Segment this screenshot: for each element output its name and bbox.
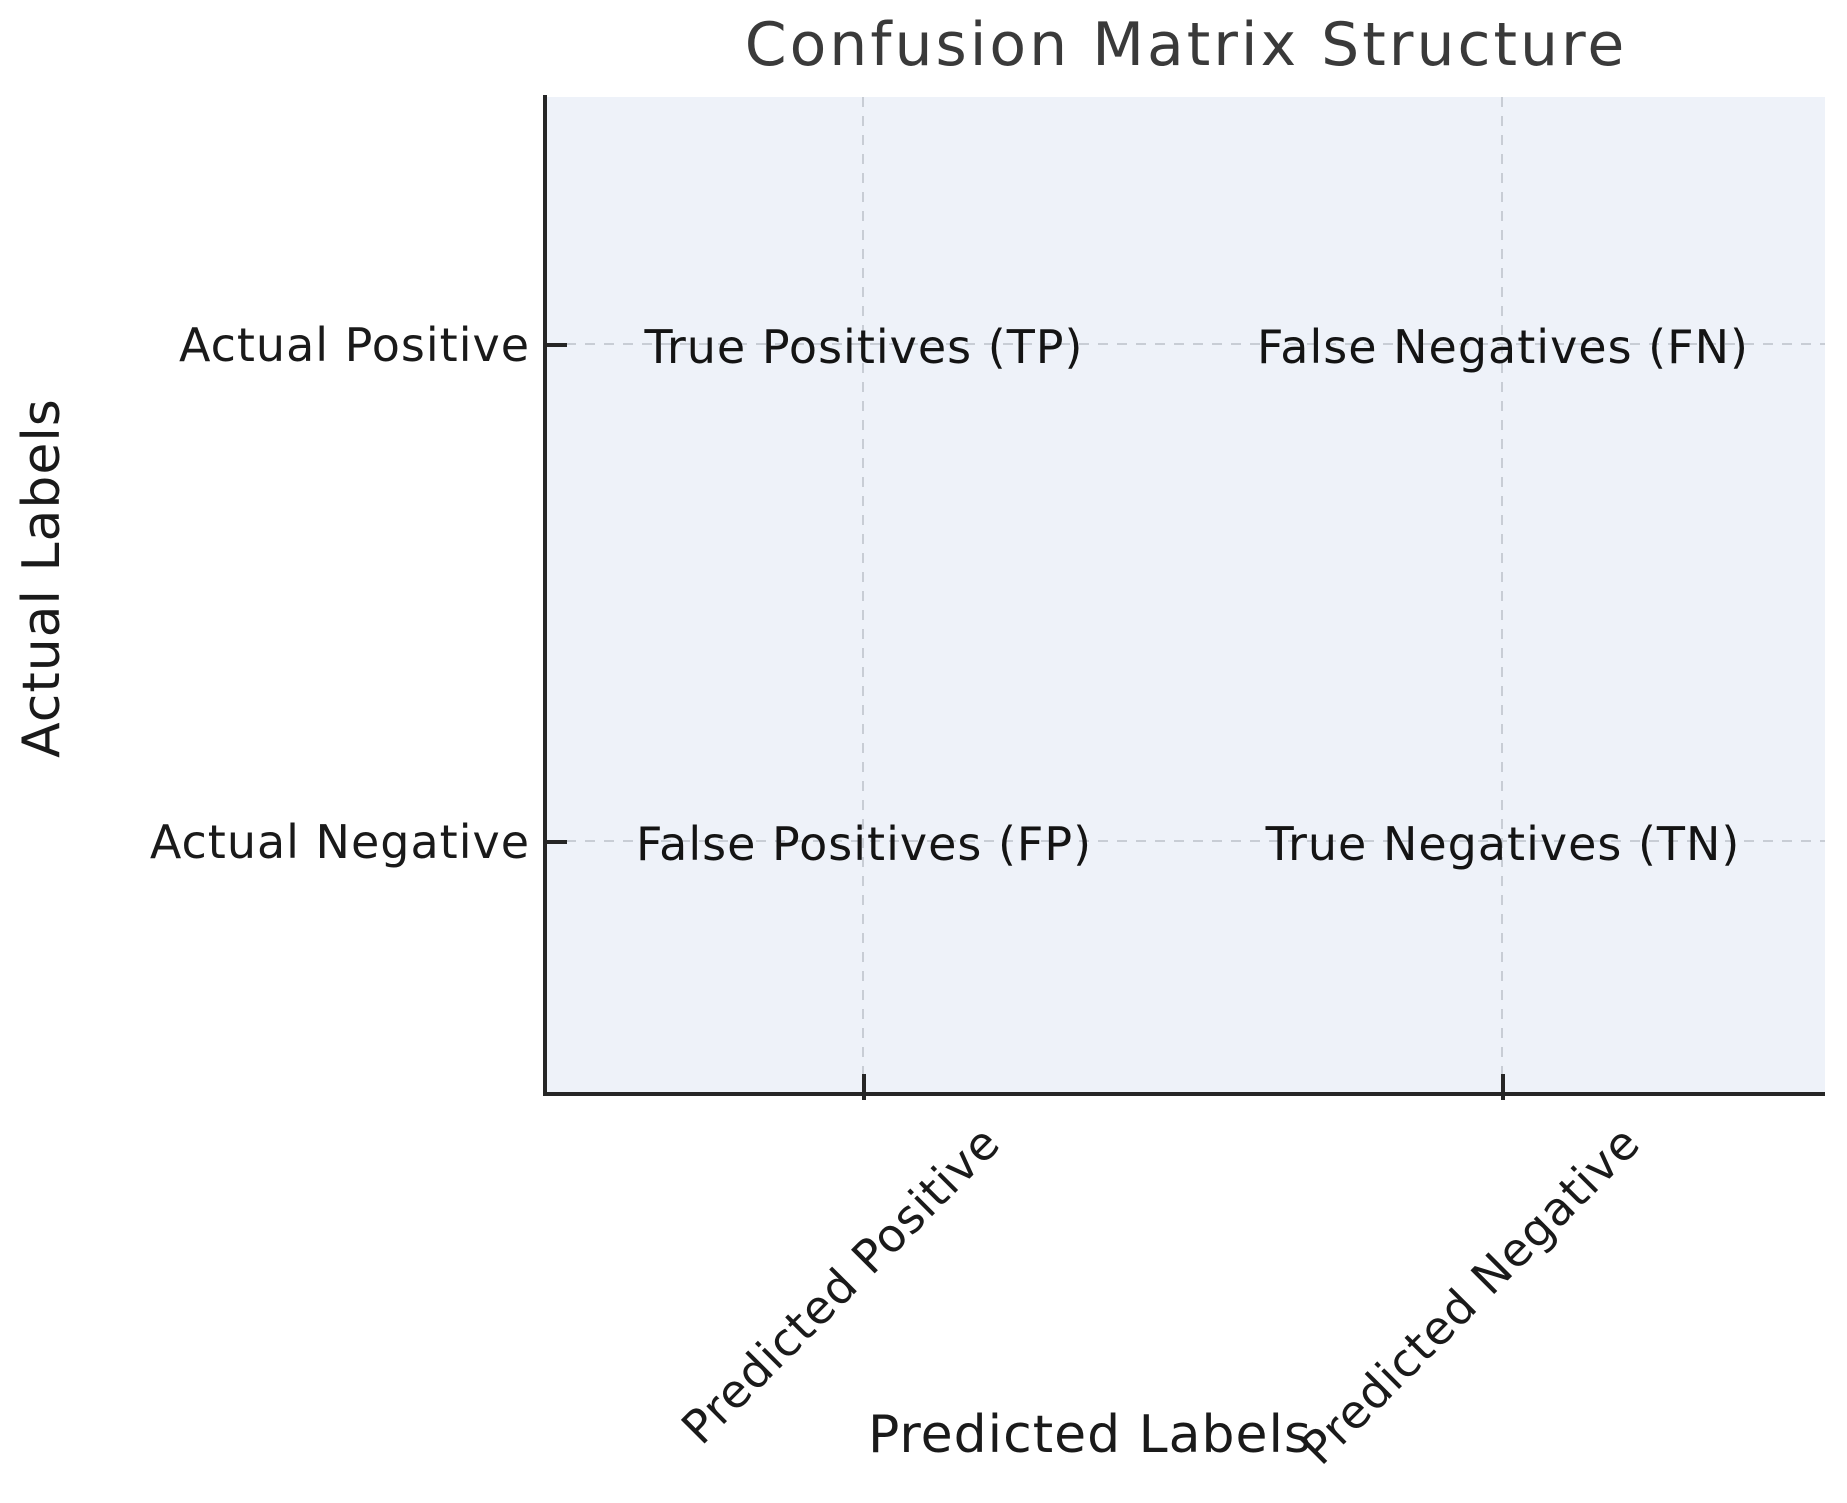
x-axis-label: Predicted Labels	[867, 1405, 1313, 1465]
y-tick-mark-actual-positive	[547, 343, 567, 347]
gridline-vertical-col2	[1501, 97, 1503, 1092]
gridline-vertical-col1	[862, 97, 864, 1092]
cell-false-negatives: False Negatives (FN)	[1257, 320, 1749, 374]
gridline-horizontal-row1	[547, 343, 1825, 345]
gridline-horizontal-row2	[547, 840, 1825, 842]
plot-area	[547, 97, 1825, 1092]
cell-false-positives: False Positives (FP)	[635, 817, 1093, 871]
y-axis-spine	[543, 95, 547, 1096]
chart-title: Confusion Matrix Structure	[744, 10, 1628, 80]
x-tick-label-predicted-positive: Predicted Positive	[671, 1115, 1011, 1455]
y-tick-label-actual-negative: Actual Negative	[149, 815, 530, 869]
x-tick-mark-predicted-negative	[1501, 1074, 1505, 1100]
x-tick-mark-predicted-positive	[862, 1074, 866, 1100]
x-axis-spine	[543, 1092, 1825, 1096]
x-tick-label-predicted-negative: Predicted Negative	[1290, 1115, 1651, 1476]
cell-true-negatives: True Negatives (TN)	[1265, 817, 1741, 871]
y-tick-label-actual-positive: Actual Positive	[178, 318, 530, 372]
cell-true-positives: True Positives (TP)	[644, 320, 1084, 374]
y-tick-mark-actual-negative	[547, 840, 567, 844]
y-axis-label: Actual Labels	[12, 398, 72, 758]
